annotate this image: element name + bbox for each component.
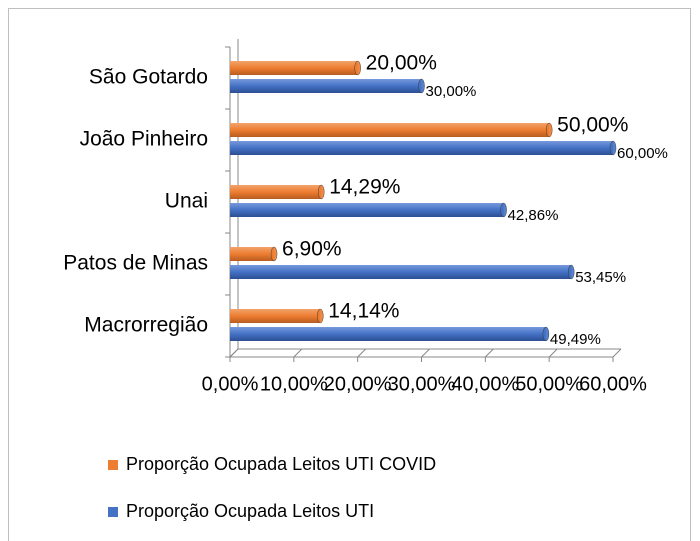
x-tick bbox=[421, 348, 430, 358]
x-tick-label: 0,00% bbox=[202, 373, 259, 395]
bar bbox=[230, 185, 322, 199]
bar-cap bbox=[317, 184, 325, 200]
bar bbox=[230, 79, 422, 93]
x-tick-label: 60,00% bbox=[579, 373, 647, 395]
x-tick bbox=[612, 348, 622, 358]
y-tick-label: São Gotardo bbox=[89, 66, 208, 89]
data-label: 50,00% bbox=[557, 114, 628, 137]
x-tick bbox=[548, 348, 558, 358]
data-label: 30,00% bbox=[426, 83, 477, 100]
x-tick bbox=[229, 348, 239, 358]
x-tick-label: 10,00% bbox=[260, 373, 328, 395]
data-label: 53,45% bbox=[575, 269, 626, 286]
x-tick-label: 20,00% bbox=[324, 373, 392, 395]
data-label: 20,00% bbox=[366, 52, 437, 75]
legend-swatch bbox=[108, 460, 118, 470]
data-label: 14,14% bbox=[328, 300, 399, 323]
data-label: 60,00% bbox=[617, 145, 668, 162]
legend-label: Proporção Ocupada Leitos UTI COVID bbox=[126, 454, 436, 474]
bar-cap bbox=[270, 246, 278, 262]
x-tick bbox=[293, 348, 303, 358]
y-tick-label: João Pinheiro bbox=[80, 128, 208, 151]
x-tick-label: 50,00% bbox=[515, 373, 583, 395]
bar bbox=[230, 247, 275, 261]
bar-cap bbox=[542, 326, 550, 342]
bar bbox=[230, 309, 321, 323]
y-tick-label: Macrorregião bbox=[84, 314, 208, 337]
x-tick bbox=[484, 348, 494, 358]
bar-cap bbox=[567, 264, 575, 280]
bar bbox=[230, 327, 546, 341]
data-label: 49,49% bbox=[550, 331, 601, 348]
bar-cap bbox=[609, 140, 617, 156]
legend-swatch bbox=[108, 507, 118, 517]
bar bbox=[230, 265, 572, 279]
bar bbox=[230, 141, 613, 155]
bar-cap bbox=[418, 78, 425, 94]
y-tick-label: Unai bbox=[165, 190, 208, 213]
legend-label: Proporção Ocupada Leitos UTI bbox=[126, 501, 374, 521]
data-label: 6,90% bbox=[282, 238, 342, 261]
bar-cap bbox=[545, 122, 553, 138]
y-tick-label: Patos de Minas bbox=[63, 252, 208, 275]
bar-cap bbox=[317, 308, 324, 324]
x-tick-label: 40,00% bbox=[451, 373, 519, 395]
bar bbox=[230, 203, 504, 217]
x-tick bbox=[357, 348, 367, 358]
data-label: 14,29% bbox=[329, 176, 400, 199]
bar bbox=[230, 61, 358, 75]
data-label: 42,86% bbox=[508, 207, 559, 224]
bar bbox=[230, 123, 550, 137]
x-tick-label: 30,00% bbox=[388, 373, 456, 395]
bar-cap bbox=[500, 202, 507, 218]
bar-cap bbox=[354, 60, 361, 76]
